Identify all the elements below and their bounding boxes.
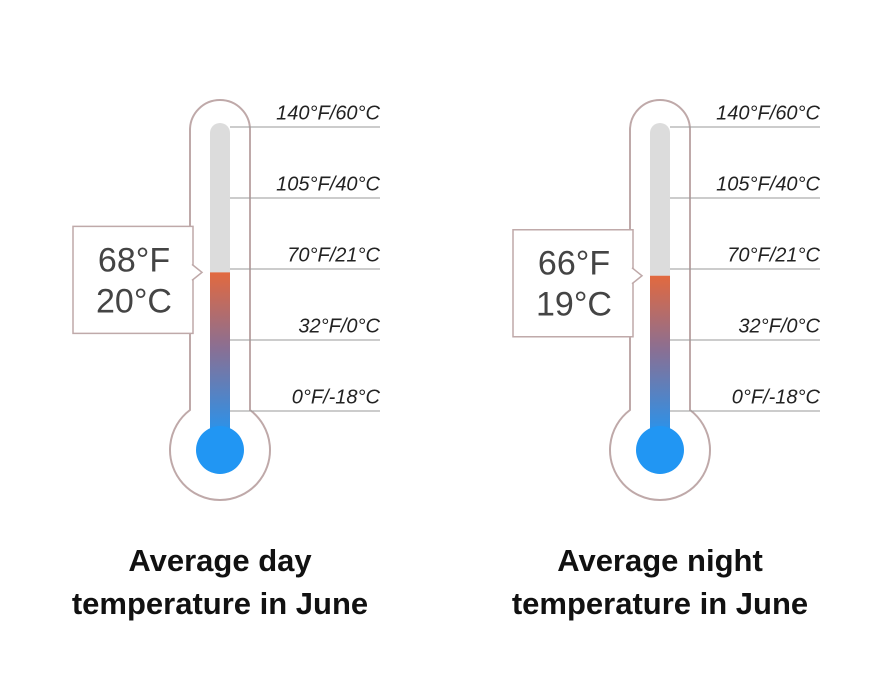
title: Average day (128, 543, 312, 578)
tick-label: 70°F/21°C (727, 244, 820, 266)
reading-c: 20°C (96, 282, 172, 320)
reading-f: 66°F (538, 245, 610, 283)
bulb (196, 426, 244, 474)
tick-label: 105°F/40°C (276, 173, 380, 195)
mercury (650, 275, 670, 440)
title: Average night (557, 543, 763, 578)
thermometer-gauge: 140°F/60°C 105°F/40°C 70°F/21°C 32°F/0°C 0°F… (72, 99, 381, 621)
title: temperature in June (72, 586, 368, 621)
tick-label: 32°F/0°C (738, 315, 820, 337)
tick-label: 32°F/0°C (298, 315, 380, 337)
tick-label: 0°F/-18°C (732, 386, 821, 408)
tick-label: 140°F/60°C (276, 102, 380, 124)
tick-label: 0°F/-18°C (292, 386, 381, 408)
reading-pointer (631, 267, 644, 285)
tick-label: 105°F/40°C (716, 173, 820, 195)
reading-box (72, 225, 194, 335)
reading-box (512, 229, 634, 338)
tick-label: 140°F/60°C (716, 102, 820, 124)
bulb (636, 426, 684, 474)
mercury (210, 272, 230, 440)
title: temperature in June (512, 586, 808, 621)
reading-f: 68°F (98, 241, 170, 279)
tick-label: 70°F/21°C (287, 244, 380, 266)
reading-pointer (191, 263, 204, 281)
thermometer-gauge: 140°F/60°C 105°F/40°C 70°F/21°C 32°F/0°C 0°F… (512, 99, 821, 621)
reading-c: 19°C (536, 286, 612, 324)
